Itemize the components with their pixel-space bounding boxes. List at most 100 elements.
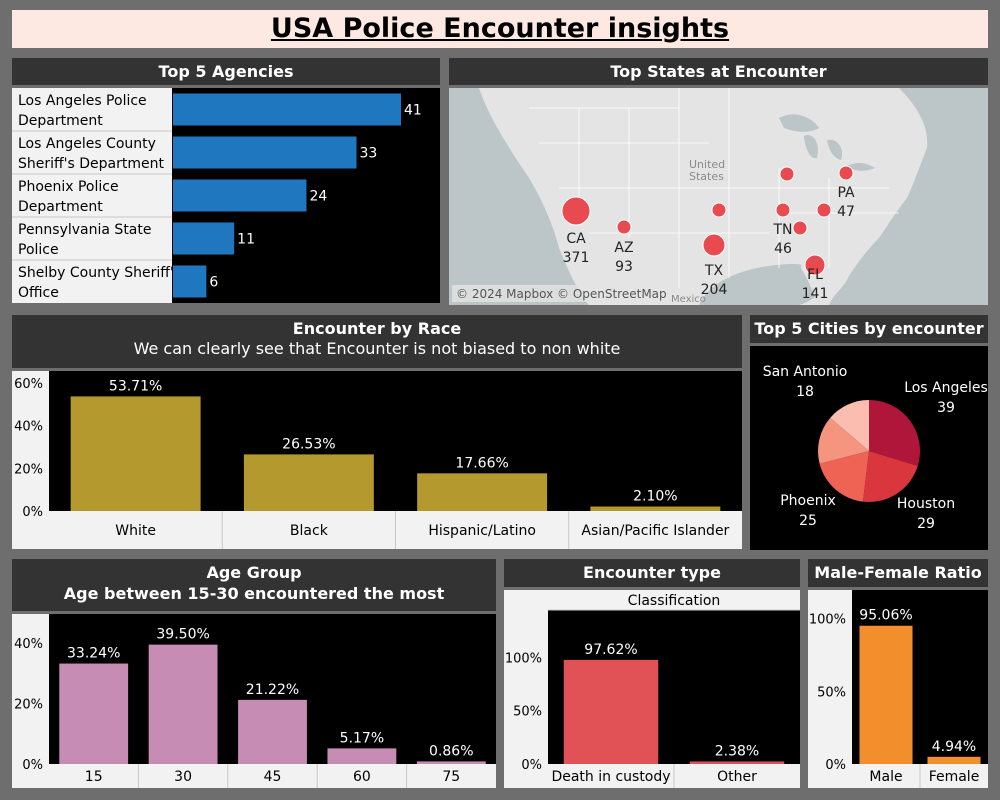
age-y-tick-label: 0% [22,758,43,773]
race-y-tick-label: 40% [14,420,43,435]
age-bar[interactable] [148,644,218,764]
city-pie-slice[interactable] [830,400,869,451]
state-encounter-dot[interactable] [702,233,726,257]
state-value-label: 93 [615,259,633,275]
gender-chart: 100% 50% 0% 95.06% Male 4.94% Female [808,590,988,788]
city-value-label: 25 [799,513,817,529]
state-value-label: 141 [802,286,829,302]
state-encounter-dot[interactable] [804,254,826,276]
city-value-label: 39 [937,400,955,416]
age-category-label: 60 [353,769,371,785]
agency-bar[interactable] [173,265,207,298]
type-bar[interactable] [563,659,659,764]
agency-value-label: 11 [237,232,255,248]
age-category-label: 15 [85,769,103,785]
race-value-label: 17.66% [455,455,508,471]
race-category-label: White [115,523,156,539]
type-y-tick-label: 0% [521,758,542,773]
state-code-label: AZ [614,240,633,256]
race-y-tick-label: 20% [14,462,43,477]
great-lake [827,139,843,160]
state-encounter-dot[interactable] [561,196,591,226]
gender-header: Male-Female Ratio [808,559,988,587]
states-title: Top States at Encounter [610,62,827,81]
age-bar[interactable] [327,748,397,764]
gender-bar[interactable] [927,756,981,764]
city-pie-slice[interactable] [869,400,920,467]
map-attribution-box [452,285,662,302]
state-encounter-dot[interactable] [711,202,727,218]
type-value-label: 2.38% [715,743,759,759]
state-value-label: 371 [563,250,590,266]
state-code-label: PA [837,185,855,201]
state-borders [529,88,899,288]
city-pie-slice[interactable] [818,417,869,464]
state-encounter-dot[interactable] [616,219,632,235]
race-bar[interactable] [417,473,548,511]
state-encounter-dot[interactable] [816,202,832,218]
type-bar[interactable] [689,761,785,764]
agencies-title: Top 5 Agencies [158,62,294,81]
race-bar[interactable] [590,506,721,511]
race-value-label: 26.53% [282,436,335,452]
age-category-label: 30 [174,769,192,785]
cities-header: Top 5 Cities by encounter [750,315,988,343]
gender-category-label: Male [869,769,902,785]
age-y-tick-label: 20% [14,698,43,713]
agency-label: Los Angeles County Sheriff's Department [18,136,164,172]
state-encounter-dot[interactable] [779,166,795,182]
agency-bar[interactable] [173,136,357,169]
race-value-label: 2.10% [633,489,677,505]
map-attribution: © 2024 Mapbox © OpenStreetMap [456,287,667,301]
gender-value-label: 95.06% [859,608,912,624]
type-value-label: 97.62% [584,642,637,658]
agency-value-label: 24 [309,189,327,205]
age-bar[interactable] [416,761,486,764]
state-encounter-dot[interactable] [775,202,791,218]
type-y-tick-label: 100% [505,651,542,666]
pacific-ocean [449,88,589,305]
agency-bar[interactable] [173,222,235,255]
age-value-label: 21.22% [246,682,299,698]
agency-label: Shelby County Sheriff's Office [18,265,181,301]
agency-value-label: 41 [404,103,422,119]
gender-value-label: 4.94% [932,739,976,755]
state-code-label: TX [704,263,724,279]
state-encounter-dot[interactable] [792,220,808,236]
great-lake [804,134,818,159]
race-title: Encounter by Race [292,319,462,338]
gulf-of-mexico [699,263,821,305]
cities-title: Top 5 Cities by encounter [754,319,984,338]
agency-bar[interactable] [173,179,307,212]
state-value-label: 204 [701,282,728,298]
atlantic-ocean [829,88,988,305]
state-code-label: FL [807,267,823,283]
agency-bar[interactable] [173,93,401,126]
type-title: Encounter type [583,563,721,582]
age-bar[interactable] [238,699,307,764]
cities-pie-chart: Los Angeles 39 Houston 29 Phoenix 25 San Anton… [750,346,988,550]
agency-label: Pennsylvania State Police [18,222,152,258]
city-pie-slice[interactable] [819,451,869,502]
age-value-label: 5.17% [340,730,384,746]
map-mexico-label: Mexico [671,294,706,305]
age-title: Age Group [206,563,302,582]
city-name-label: Houston [897,496,955,512]
gender-category-label: Female [929,769,980,785]
agencies-label-panel [12,88,172,303]
gender-bar[interactable] [859,625,913,764]
state-code-label: TN [772,222,792,238]
age-header: Age Group Age between 15-30 encountered … [12,559,496,611]
race-bar[interactable] [70,396,201,511]
age-subtitle: Age between 15-30 encountered the most [63,584,445,603]
city-pie-slice[interactable] [862,451,918,502]
city-value-label: 29 [917,516,935,532]
race-bar[interactable] [243,454,374,511]
race-header: Encounter by Race We can clearly see tha… [12,315,742,368]
age-bar[interactable] [59,663,129,764]
gender-y-tick-label: 0% [825,758,846,773]
age-category-label: 75 [442,769,460,785]
state-encounter-dot[interactable] [838,165,854,181]
states-map[interactable]: United States Mexico CA 371 AZ 93 TX 204 TN 46 FL… [449,88,988,305]
states-header: Top States at Encounter [449,58,988,85]
